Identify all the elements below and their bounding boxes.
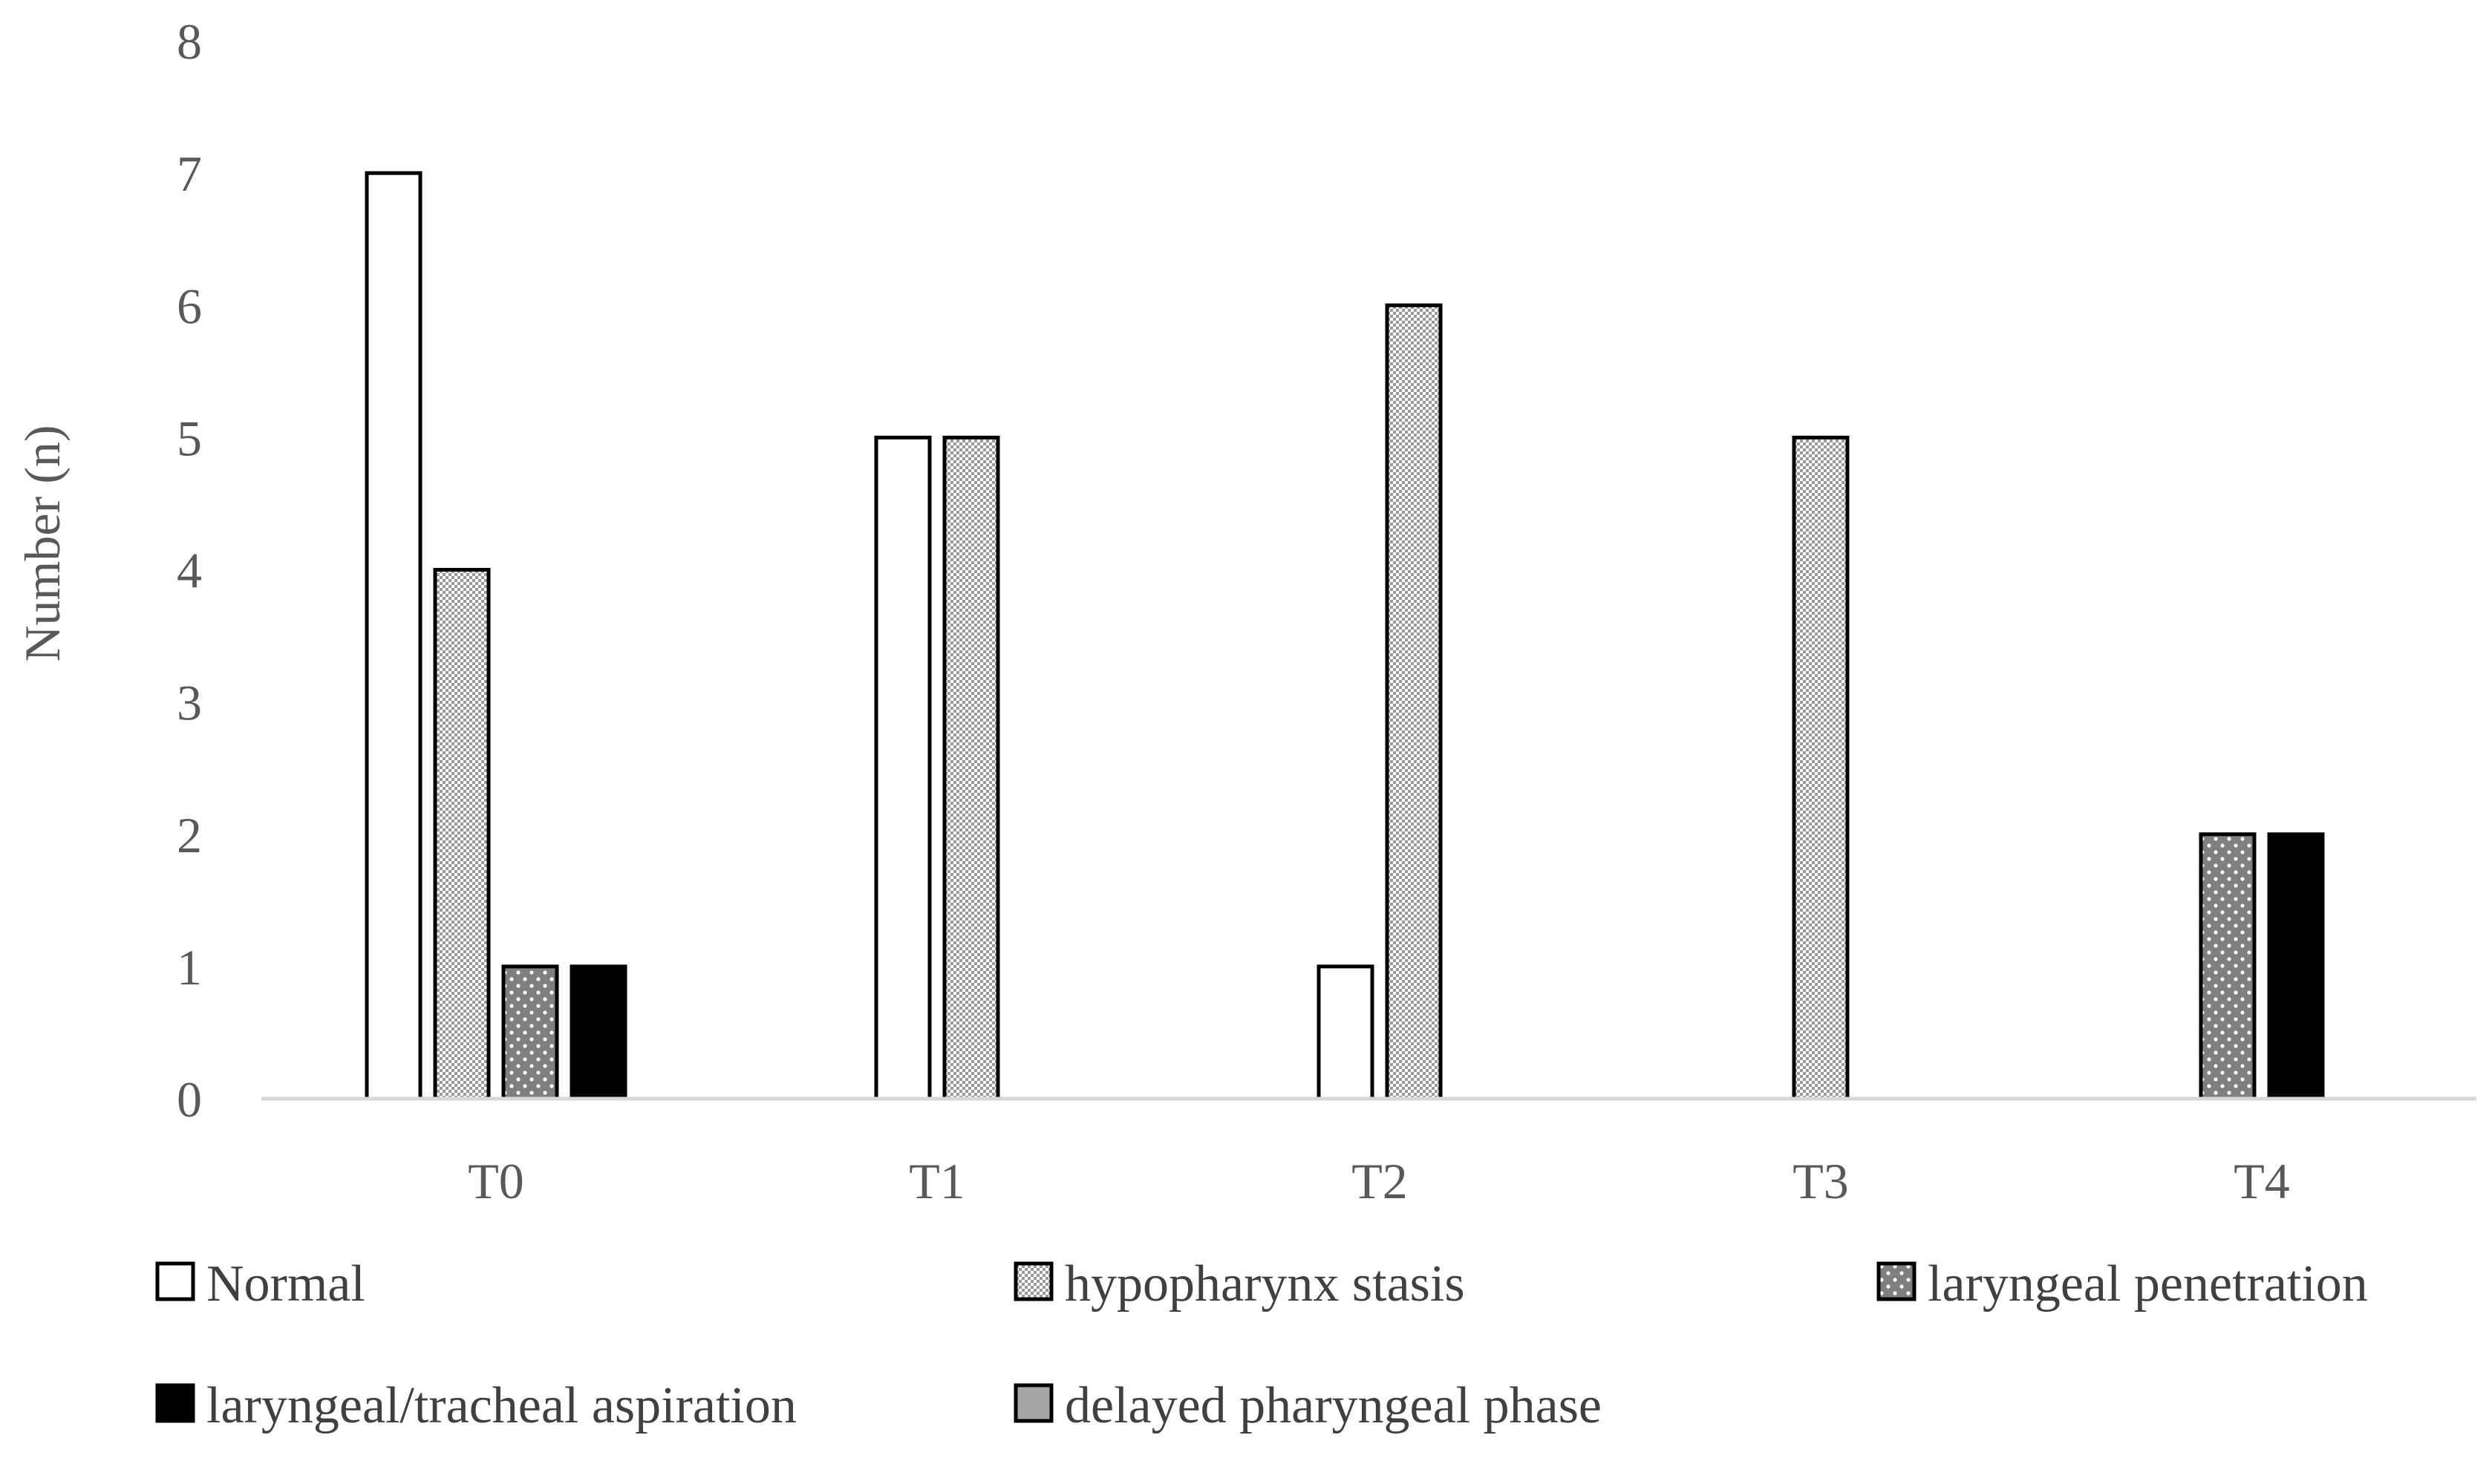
legend-label: laryngeal/tracheal aspiration bbox=[206, 1377, 797, 1434]
x-axis-ticks: T0 T1 T2 T3 T4 bbox=[468, 1153, 2290, 1209]
y-tick-label: 1 bbox=[177, 939, 202, 996]
legend-label: Normal bbox=[206, 1255, 365, 1313]
bar-checker-t3 bbox=[1792, 435, 1850, 1101]
legend-swatch bbox=[155, 1383, 195, 1423]
x-tick-label: T0 bbox=[468, 1153, 524, 1209]
legend-swatch bbox=[1876, 1261, 1917, 1301]
bar-white-t1 bbox=[874, 435, 932, 1101]
bar-checker-t2 bbox=[1385, 303, 1443, 1101]
y-tick-label: 8 bbox=[177, 13, 202, 70]
y-tick-label: 2 bbox=[177, 807, 202, 863]
legend-label: hypopharynx stasis bbox=[1065, 1255, 1465, 1313]
y-axis-ticks: 0 1 2 3 4 5 6 7 8 bbox=[177, 13, 202, 1128]
legend-swatch bbox=[1014, 1383, 1054, 1423]
bar-checker-t0 bbox=[433, 568, 491, 1101]
y-tick-label: 4 bbox=[177, 543, 202, 599]
y-tick-label: 7 bbox=[177, 146, 202, 202]
bar-solid-t4 bbox=[2267, 832, 2325, 1101]
x-tick-label: T4 bbox=[2234, 1153, 2290, 1209]
bar-checker-t1 bbox=[942, 435, 1000, 1101]
bar-solid-t0 bbox=[570, 964, 627, 1101]
bar-dots-t0 bbox=[501, 964, 559, 1101]
y-tick-label: 3 bbox=[177, 675, 202, 731]
y-tick-label: 6 bbox=[177, 278, 202, 334]
x-tick-label: T1 bbox=[909, 1153, 965, 1209]
bar-white-t2 bbox=[1317, 964, 1374, 1101]
bar-white-t0 bbox=[365, 171, 423, 1101]
legend-swatch bbox=[1014, 1261, 1054, 1301]
legend-swatch bbox=[155, 1261, 195, 1301]
x-tick-label: T2 bbox=[1351, 1153, 1408, 1209]
legend-label: laryngeal penetration bbox=[1928, 1255, 2368, 1313]
bar-dots-t4 bbox=[2199, 832, 2257, 1101]
legend: Normal hypopharynx stasis laryngeal penetr… bbox=[155, 1255, 2368, 1434]
y-tick-label: 5 bbox=[177, 410, 202, 466]
y-axis-title: Number (n) bbox=[14, 425, 71, 661]
legend-label: delayed pharyngeal phase bbox=[1065, 1377, 1602, 1434]
bars-group bbox=[365, 171, 2325, 1101]
x-tick-label: T3 bbox=[1792, 1153, 1849, 1209]
y-tick-label: 0 bbox=[177, 1071, 202, 1128]
